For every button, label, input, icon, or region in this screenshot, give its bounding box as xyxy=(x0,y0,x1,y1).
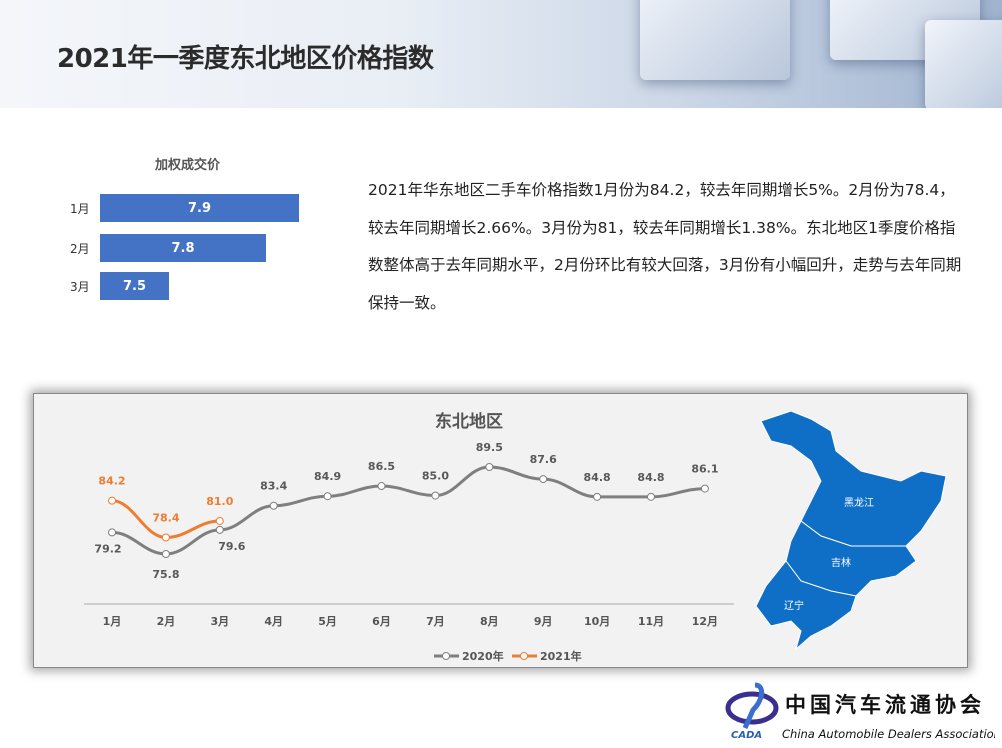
data-label: 83.4 xyxy=(260,480,287,493)
data-label: 84.8 xyxy=(584,471,611,484)
data-point xyxy=(485,463,494,471)
data-label: 85.0 xyxy=(422,470,449,483)
chart-title: 东北地区 xyxy=(435,411,503,432)
legend-marker xyxy=(442,652,450,660)
data-label: 79.6 xyxy=(218,540,245,553)
map-label: 吉林 xyxy=(831,556,851,569)
bar: 7.9 xyxy=(100,194,299,222)
x-tick-label: 3月 xyxy=(210,615,229,628)
map-label: 辽宁 xyxy=(784,599,804,612)
page-title: 2021年一季度东北地区价格指数 xyxy=(57,44,434,74)
data-point xyxy=(161,549,170,558)
data-point xyxy=(431,491,440,500)
x-tick-label: 11月 xyxy=(638,615,664,628)
map-liaoning xyxy=(755,560,857,651)
map-heilongjiang xyxy=(760,410,947,547)
data-point xyxy=(700,484,709,493)
logo-en: China Automobile Dealers Association xyxy=(782,727,995,741)
bar: 7.5 xyxy=(100,272,169,300)
legend-marker xyxy=(520,652,528,660)
data-point xyxy=(215,516,224,525)
legend-2021: 2021年 xyxy=(540,649,582,663)
x-tick-label: 12月 xyxy=(692,615,718,628)
x-tick-label: 5月 xyxy=(318,615,337,628)
x-tick-label: 8月 xyxy=(480,615,499,628)
x-tick-label: 10月 xyxy=(584,615,610,628)
map-label: 黑龙江 xyxy=(844,496,874,509)
legend: 2020年 2021年 xyxy=(434,649,582,663)
x-tick-label: 4月 xyxy=(264,615,283,628)
bar: 7.8 xyxy=(100,234,266,262)
x-tick-label: 6月 xyxy=(372,615,391,628)
data-label: 89.5 xyxy=(476,441,503,454)
bar-label: 1月 xyxy=(70,202,90,216)
bar-label: 2月 xyxy=(70,242,90,256)
data-label: 87.6 xyxy=(530,453,557,466)
header-banner: 2021年一季度东北地区价格指数 xyxy=(0,0,1002,108)
data-point xyxy=(108,528,116,537)
logo-abbr: CADA xyxy=(731,730,762,741)
data-point xyxy=(215,525,224,534)
data-label: 84.8 xyxy=(637,471,664,484)
data-label: 81.0 xyxy=(206,495,233,508)
bar-chart-title: 加权成交价 xyxy=(155,158,221,173)
x-tick-label: 1月 xyxy=(103,615,122,628)
data-label: 86.5 xyxy=(368,460,395,473)
legend-2020: 2020年 xyxy=(462,649,504,663)
data-point xyxy=(269,501,278,510)
logo-cn: 中国汽车流通协会 xyxy=(785,693,985,717)
line-chart: 东北地区 1月 2月 3月 4月 5月 6月 7月 8月 9月 10月 11月 12月 79.2 75.8… xyxy=(84,410,947,663)
x-tick-label: 2月 xyxy=(157,615,176,628)
data-point xyxy=(323,492,332,501)
data-point xyxy=(593,492,602,501)
data-point xyxy=(161,533,170,542)
data-point xyxy=(108,496,116,505)
logo-mark xyxy=(725,691,779,725)
x-tick-label: 7月 xyxy=(426,615,445,628)
x-tick-label: 9月 xyxy=(534,615,553,628)
data-label: 84.2 xyxy=(98,475,125,488)
series-line-2020年 xyxy=(111,465,705,556)
bar-label: 3月 xyxy=(70,280,90,294)
data-point xyxy=(377,482,386,491)
data-point xyxy=(647,492,655,501)
northeast-map: 黑龙江 吉林 辽宁 xyxy=(755,410,947,651)
data-label: 86.1 xyxy=(691,463,718,476)
cada-logo: CADA 中国汽车流通协会 China Automobile Dealers A… xyxy=(725,680,1001,742)
line-chart-panel: 东北地区 1月 2月 3月 4月 5月 6月 7月 8月 9月 10月 11月 12月 79.2 75.8… xyxy=(33,393,968,668)
data-label: 78.4 xyxy=(152,511,179,524)
data-label: 79.2 xyxy=(94,542,121,555)
decor-cube xyxy=(640,0,790,80)
data-point xyxy=(539,475,548,484)
data-label: 75.8 xyxy=(152,568,179,581)
summary-paragraph: 2021年华东地区二手车价格指数1月份为84.2，较去年同期增长5%。2月份为7… xyxy=(368,181,962,312)
decor-cube xyxy=(925,20,1002,108)
data-label: 84.9 xyxy=(314,470,341,483)
